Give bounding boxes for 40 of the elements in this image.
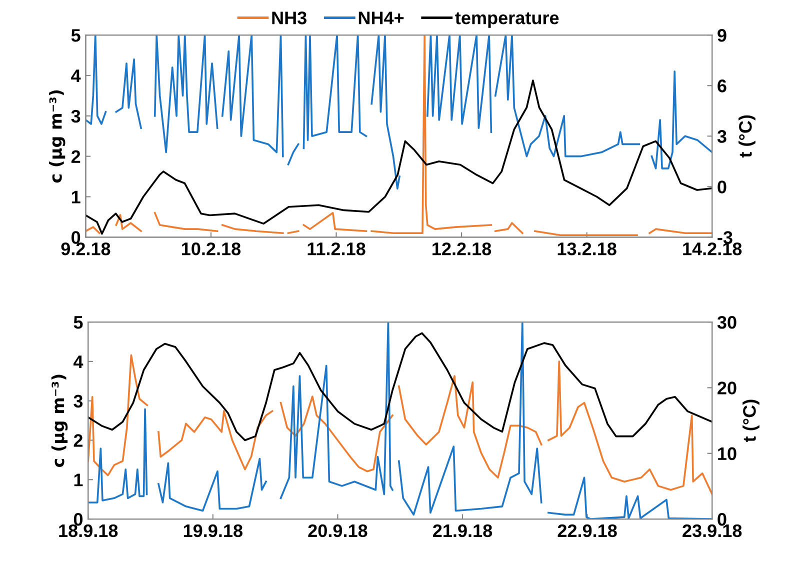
legend-label: NH4+ — [358, 12, 404, 24]
x-tick-label: 20.9.18 — [308, 524, 368, 538]
y-axis-title: c (µg m⁻³) — [49, 90, 66, 183]
x-tick-label: 12.2.18 — [432, 242, 492, 256]
y2-tick-label: 3 — [717, 130, 726, 143]
y2-tick-label: 0 — [718, 180, 726, 194]
y2-axis-title: t (°C) — [738, 115, 756, 158]
legend-label: temperature — [455, 12, 559, 28]
legend-label: NH3 — [272, 12, 306, 24]
x-tick-label: 9.2.18 — [61, 242, 110, 256]
y-tick-label: 2 — [71, 150, 80, 163]
y2-tick-label: -3 — [718, 231, 732, 244]
y2-tick-label: 6 — [718, 80, 726, 92]
y-tick-label: 4 — [71, 70, 81, 82]
x-tick-label: 23.9.18 — [682, 524, 742, 538]
y-tick-label: 1 — [74, 474, 83, 486]
y-tick-label: 0 — [74, 512, 83, 526]
y2-tick-label: 10 — [718, 447, 736, 460]
y2-tick-label: 0 — [718, 512, 726, 526]
x-tick-label: 21.9.18 — [433, 524, 492, 538]
x-tick-label: 19.9.18 — [184, 524, 242, 538]
y2-tick-label: 30 — [717, 316, 736, 329]
y-tick-label: 5 — [71, 29, 80, 42]
y-axis-title: c (µg m⁻³) — [51, 374, 68, 468]
y-tick-label: 4 — [73, 356, 84, 368]
x-tick-label: 22.9.18 — [558, 524, 617, 538]
x-tick-label: 18.9.18 — [59, 524, 118, 538]
y-tick-label: 3 — [71, 110, 80, 123]
x-tick-label: 11.2.18 — [308, 242, 366, 256]
y-tick-label: 5 — [74, 316, 83, 329]
y2-axis-title: t (°C) — [742, 400, 760, 442]
y-tick-label: 0 — [72, 231, 80, 244]
x-tick-label: 13.2.18 — [558, 242, 616, 256]
y2-tick-label: 9 — [718, 29, 726, 42]
y2-tick-label: 20 — [718, 382, 736, 394]
x-tick-label: 10.2.18 — [182, 242, 241, 256]
y-tick-label: 1 — [72, 190, 80, 204]
y-tick-label: 2 — [74, 434, 83, 447]
y-tick-label: 3 — [74, 394, 83, 408]
x-tick-label: 14.2.18 — [683, 242, 742, 256]
